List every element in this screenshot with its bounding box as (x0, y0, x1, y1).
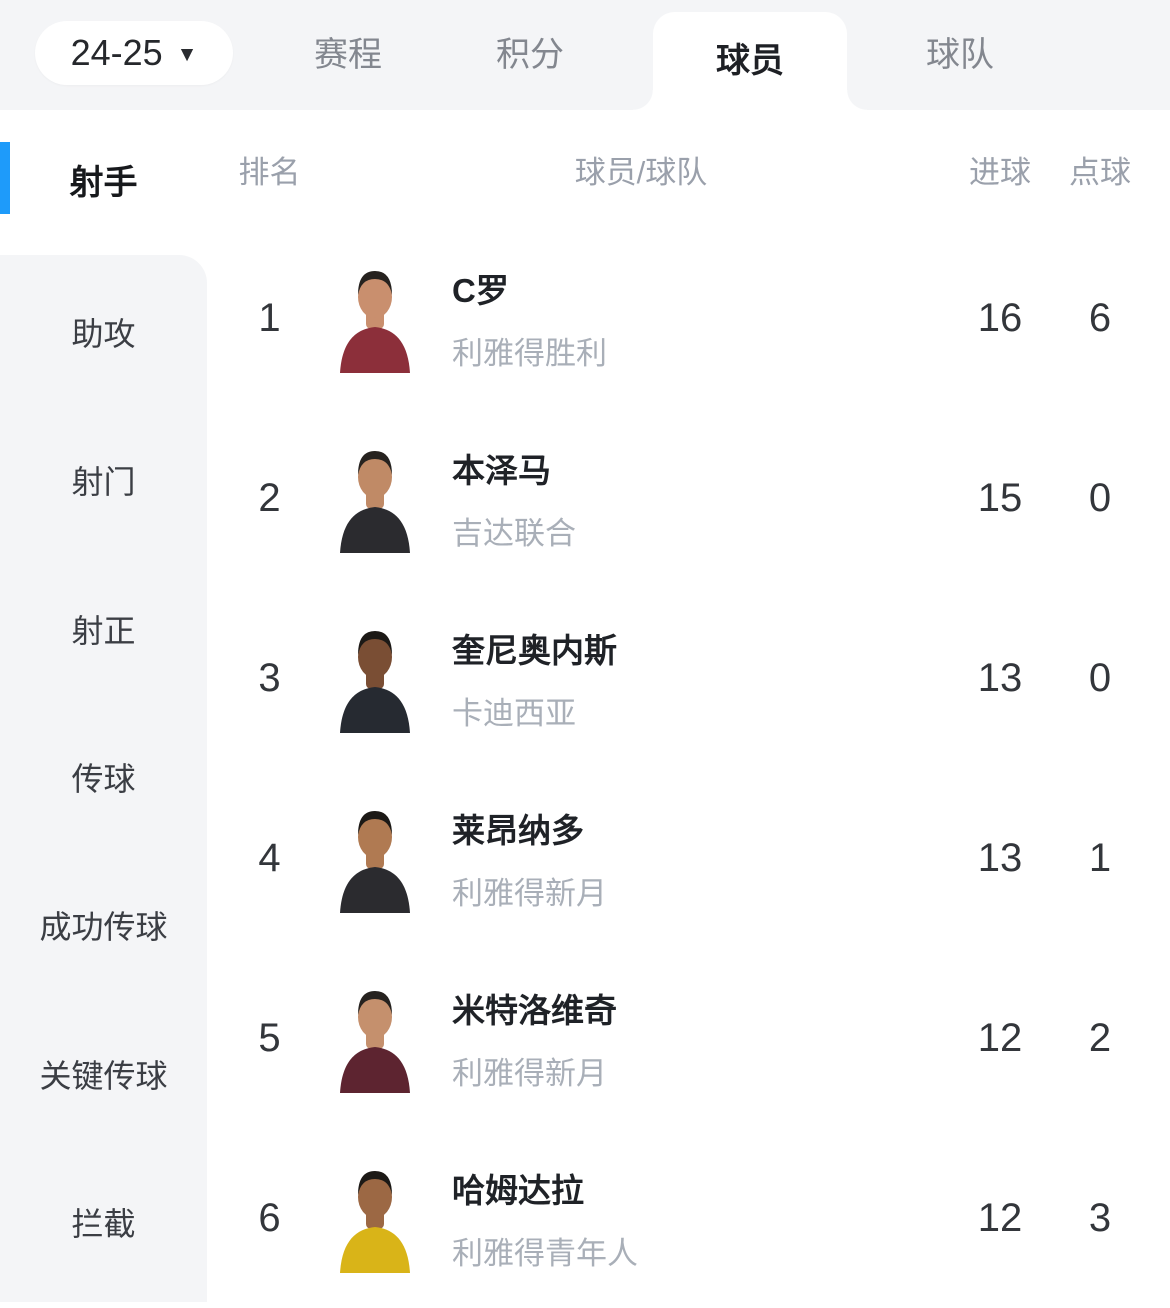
column-header-rank: 排名 (238, 154, 301, 190)
rank-value: 4 (258, 835, 281, 880)
goals-value: 13 (977, 655, 1023, 700)
penalties-value: 2 (1088, 1015, 1112, 1060)
player-avatar-icon (340, 991, 410, 1093)
player-team: 利雅得新月 (452, 875, 607, 911)
sidebar-item[interactable]: 射门 (71, 464, 136, 501)
player-info: 奎尼奥内斯 卡迪西亚 (452, 624, 950, 733)
rank-value: 3 (258, 655, 281, 700)
goals-value: 15 (977, 475, 1023, 520)
goals-value: 12 (977, 1195, 1023, 1240)
player-avatar-icon (340, 451, 410, 553)
rank-value: 6 (258, 1195, 281, 1240)
player-photo (332, 1163, 452, 1273)
active-indicator-bar (0, 142, 10, 214)
sidebar-item[interactable]: 拦截 (71, 1205, 136, 1242)
player-team: 卡迪西亚 (452, 695, 576, 731)
player-name: 本泽马 (452, 451, 551, 489)
caret-down-icon: ▼ (176, 43, 198, 66)
player-info: 本泽马 吉达联合 (452, 444, 950, 553)
player-row[interactable]: 6 哈姆达拉 利雅得青年人 12 3 (207, 1128, 1170, 1308)
player-photo (332, 623, 452, 733)
column-header-player: 球员/球队 (574, 154, 708, 190)
sidebar-item-scorers[interactable]: 射手 (0, 138, 207, 220)
tab-players[interactable]: 球员 (633, 12, 867, 110)
sidebar-item-scorers-label: 射手 (69, 163, 138, 202)
player-avatar-icon (340, 1171, 410, 1273)
player-row[interactable]: 5 米特洛维奇 利雅得新月 12 2 (207, 948, 1170, 1128)
column-header-goals: 进球 (969, 154, 1031, 190)
players-table: 1 C罗 利雅得胜利 16 6 2 本泽马 吉达联合 (207, 228, 1170, 1308)
player-info: 米特洛维奇 利雅得新月 (452, 984, 950, 1093)
top-tab-bar: 24-25 ▼ 赛程 积分 球员 球队 (0, 0, 1170, 110)
player-team: 吉达联合 (452, 515, 576, 551)
goals-value: 13 (977, 835, 1023, 880)
player-name: 莱昂纳多 (452, 811, 584, 849)
table-header: 排名 球员/球队 进球 点球 (207, 110, 1170, 228)
player-avatar-icon (340, 811, 410, 913)
player-info: 莱昂纳多 利雅得新月 (452, 804, 950, 913)
penalties-value: 6 (1088, 295, 1112, 340)
player-name: 米特洛维奇 (452, 991, 617, 1029)
sidebar-item[interactable]: 传球 (71, 760, 136, 797)
sidebar-item[interactable]: 关键传球 (39, 1057, 168, 1094)
goals-value: 16 (977, 295, 1023, 340)
player-photo (332, 443, 452, 553)
penalties-value: 1 (1088, 835, 1112, 880)
player-name: 奎尼奥内斯 (452, 631, 617, 669)
player-name: C罗 (452, 271, 509, 309)
sidebar-item[interactable]: 成功传球 (39, 909, 168, 946)
tab-teams[interactable]: 球队 (926, 36, 994, 74)
player-avatar-icon (340, 271, 410, 373)
rank-value: 1 (258, 295, 281, 340)
sidebar-item[interactable]: 助攻 (71, 316, 136, 352)
tab-standings[interactable]: 积分 (496, 36, 564, 74)
player-row[interactable]: 2 本泽马 吉达联合 15 0 (207, 408, 1170, 588)
player-team: 利雅得胜利 (452, 335, 607, 371)
player-row[interactable]: 4 莱昂纳多 利雅得新月 13 1 (207, 768, 1170, 948)
player-team: 利雅得新月 (452, 1055, 607, 1091)
player-photo (332, 983, 452, 1093)
player-row[interactable]: 3 奎尼奥内斯 卡迪西亚 13 0 (207, 588, 1170, 768)
goals-value: 12 (977, 1015, 1023, 1060)
player-info: C罗 利雅得胜利 (452, 264, 950, 373)
penalties-value: 0 (1088, 655, 1112, 700)
tab-schedule[interactable]: 赛程 (314, 36, 382, 74)
player-photo (332, 803, 452, 913)
season-label: 24-25 (70, 32, 163, 73)
sidebar-items: 助攻射门射正传球成功传球关键传球拦截 (0, 255, 207, 1302)
player-photo (332, 263, 452, 373)
penalties-value: 3 (1088, 1195, 1112, 1240)
column-header-penalties: 点球 (1069, 154, 1131, 190)
penalties-value: 0 (1088, 475, 1112, 520)
player-team: 利雅得青年人 (452, 1235, 638, 1271)
sidebar-item[interactable]: 射正 (71, 612, 136, 649)
player-row[interactable]: 1 C罗 利雅得胜利 16 6 (207, 228, 1170, 408)
rank-value: 2 (258, 475, 281, 520)
player-name: 哈姆达拉 (452, 1171, 584, 1209)
rank-value: 5 (258, 1015, 281, 1060)
season-selector-button[interactable]: 24-25 ▼ (35, 21, 233, 85)
player-avatar-icon (340, 631, 410, 733)
player-info: 哈姆达拉 利雅得青年人 (452, 1164, 950, 1273)
